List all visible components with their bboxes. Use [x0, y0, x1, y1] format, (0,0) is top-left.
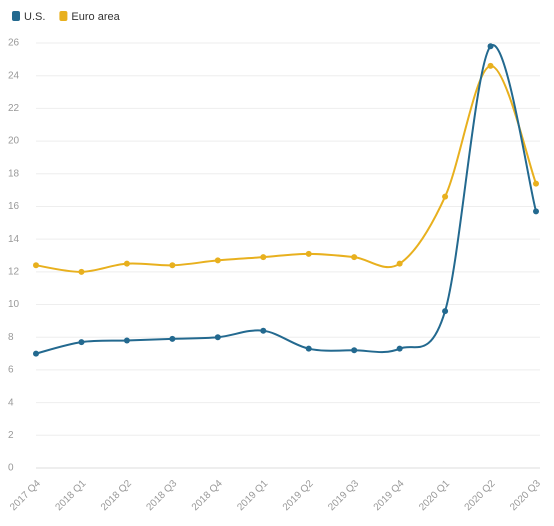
x-tick-label: 2020 Q3 — [508, 478, 543, 513]
point — [396, 260, 403, 267]
point — [396, 345, 403, 352]
point — [123, 337, 130, 344]
y-tick-label: 4 — [8, 397, 14, 408]
point — [533, 180, 539, 187]
x-tick-label: 2018 Q2 — [99, 478, 134, 513]
point — [123, 260, 130, 267]
y-tick-label: 20 — [8, 136, 20, 147]
point — [33, 262, 39, 269]
point — [533, 208, 539, 215]
point — [305, 250, 312, 257]
point — [260, 327, 267, 334]
point — [169, 262, 176, 269]
legend-item: U.S. — [12, 11, 45, 23]
y-tick-label: 8 — [8, 332, 14, 343]
point — [33, 350, 39, 357]
x-tick-label: 2019 Q1 — [235, 478, 270, 513]
x-tick-label: 2020 Q2 — [463, 478, 498, 513]
x-tick-label: 2019 Q2 — [281, 478, 316, 513]
point — [487, 62, 494, 69]
y-tick-label: 2 — [8, 430, 14, 441]
y-tick-label: 14 — [8, 234, 20, 245]
x-tick-label: 2018 Q3 — [144, 478, 179, 513]
point — [214, 257, 221, 264]
x-tick-label: 2020 Q1 — [417, 478, 452, 513]
y-tick-label: 12 — [8, 266, 20, 277]
y-tick-label: 16 — [8, 201, 20, 212]
line — [35, 44, 537, 355]
point — [78, 268, 85, 275]
legend-swatch — [59, 11, 68, 21]
point — [442, 308, 449, 315]
legend-swatch — [12, 11, 20, 21]
x-tick-label: 2019 Q4 — [372, 478, 407, 513]
point — [351, 347, 358, 354]
y-tick-label: 18 — [8, 168, 20, 179]
x-tick-label: 2019 Q3 — [326, 478, 361, 513]
point — [305, 345, 312, 352]
legend-text: U.S. — [24, 11, 45, 23]
point — [442, 193, 449, 200]
point — [78, 339, 85, 346]
point — [260, 254, 267, 261]
y-tick-label: 24 — [8, 70, 20, 81]
x-tick-label: 2018 Q4 — [190, 478, 225, 513]
y-tick-label: 26 — [8, 38, 20, 49]
point — [169, 335, 176, 342]
y-tick-label: 22 — [8, 103, 20, 114]
point — [214, 334, 221, 341]
line — [35, 64, 537, 273]
point — [487, 43, 494, 50]
legend-item: Euro area — [59, 11, 121, 23]
y-tick-label: 0 — [8, 463, 14, 474]
y-tick-label: 10 — [8, 299, 20, 310]
point — [351, 254, 358, 261]
x-tick-label: 2018 Q1 — [54, 478, 89, 513]
x-tick-label: 2017 Q4 — [8, 478, 43, 513]
y-tick-label: 6 — [8, 365, 14, 376]
legend-text: Euro area — [71, 11, 120, 23]
